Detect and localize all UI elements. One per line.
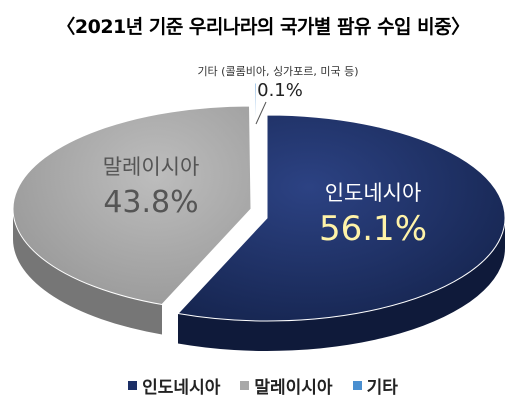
pie-slice-side-malaysia bbox=[13, 209, 162, 335]
legend-item-indonesia: 인도네시아 bbox=[128, 373, 220, 398]
callout-label-other: 기타 (콜롬비아, 싱가포르, 미국 등) bbox=[197, 65, 358, 78]
legend-item-other: 기타 bbox=[352, 373, 398, 398]
slice-label-indonesia: 인도네시아 bbox=[325, 181, 422, 205]
slice-value-indonesia: 56.1% bbox=[319, 209, 427, 249]
chart-title: 〈2021년 기준 우리나라의 국가별 팜유 수입 비중〉 bbox=[56, 16, 470, 38]
pie-slice-side-indonesia bbox=[177, 218, 505, 352]
legend-label-other: 기타 bbox=[366, 378, 398, 398]
legend-swatch-malaysia bbox=[240, 381, 250, 390]
legend-item-malaysia: 말레이시아 bbox=[240, 373, 333, 398]
legend-swatch-other bbox=[352, 381, 362, 390]
legend: 인도네시아 말레이시아 기타 bbox=[0, 373, 526, 398]
slice-value-other: 0.1% bbox=[257, 80, 303, 101]
pie-slice-malaysia bbox=[12, 105, 252, 306]
legend-swatch-indonesia bbox=[128, 381, 138, 390]
legend-label-malaysia: 말레이시아 bbox=[254, 378, 333, 398]
callout-line-other bbox=[255, 101, 267, 125]
pie-slice-other bbox=[253, 82, 257, 187]
slice-label-malaysia: 말레이시아 bbox=[103, 155, 200, 179]
pie-slice-indonesia bbox=[177, 114, 506, 322]
legend-label-indonesia: 인도네시아 bbox=[142, 378, 221, 398]
slice-value-malaysia: 43.8% bbox=[103, 185, 198, 220]
